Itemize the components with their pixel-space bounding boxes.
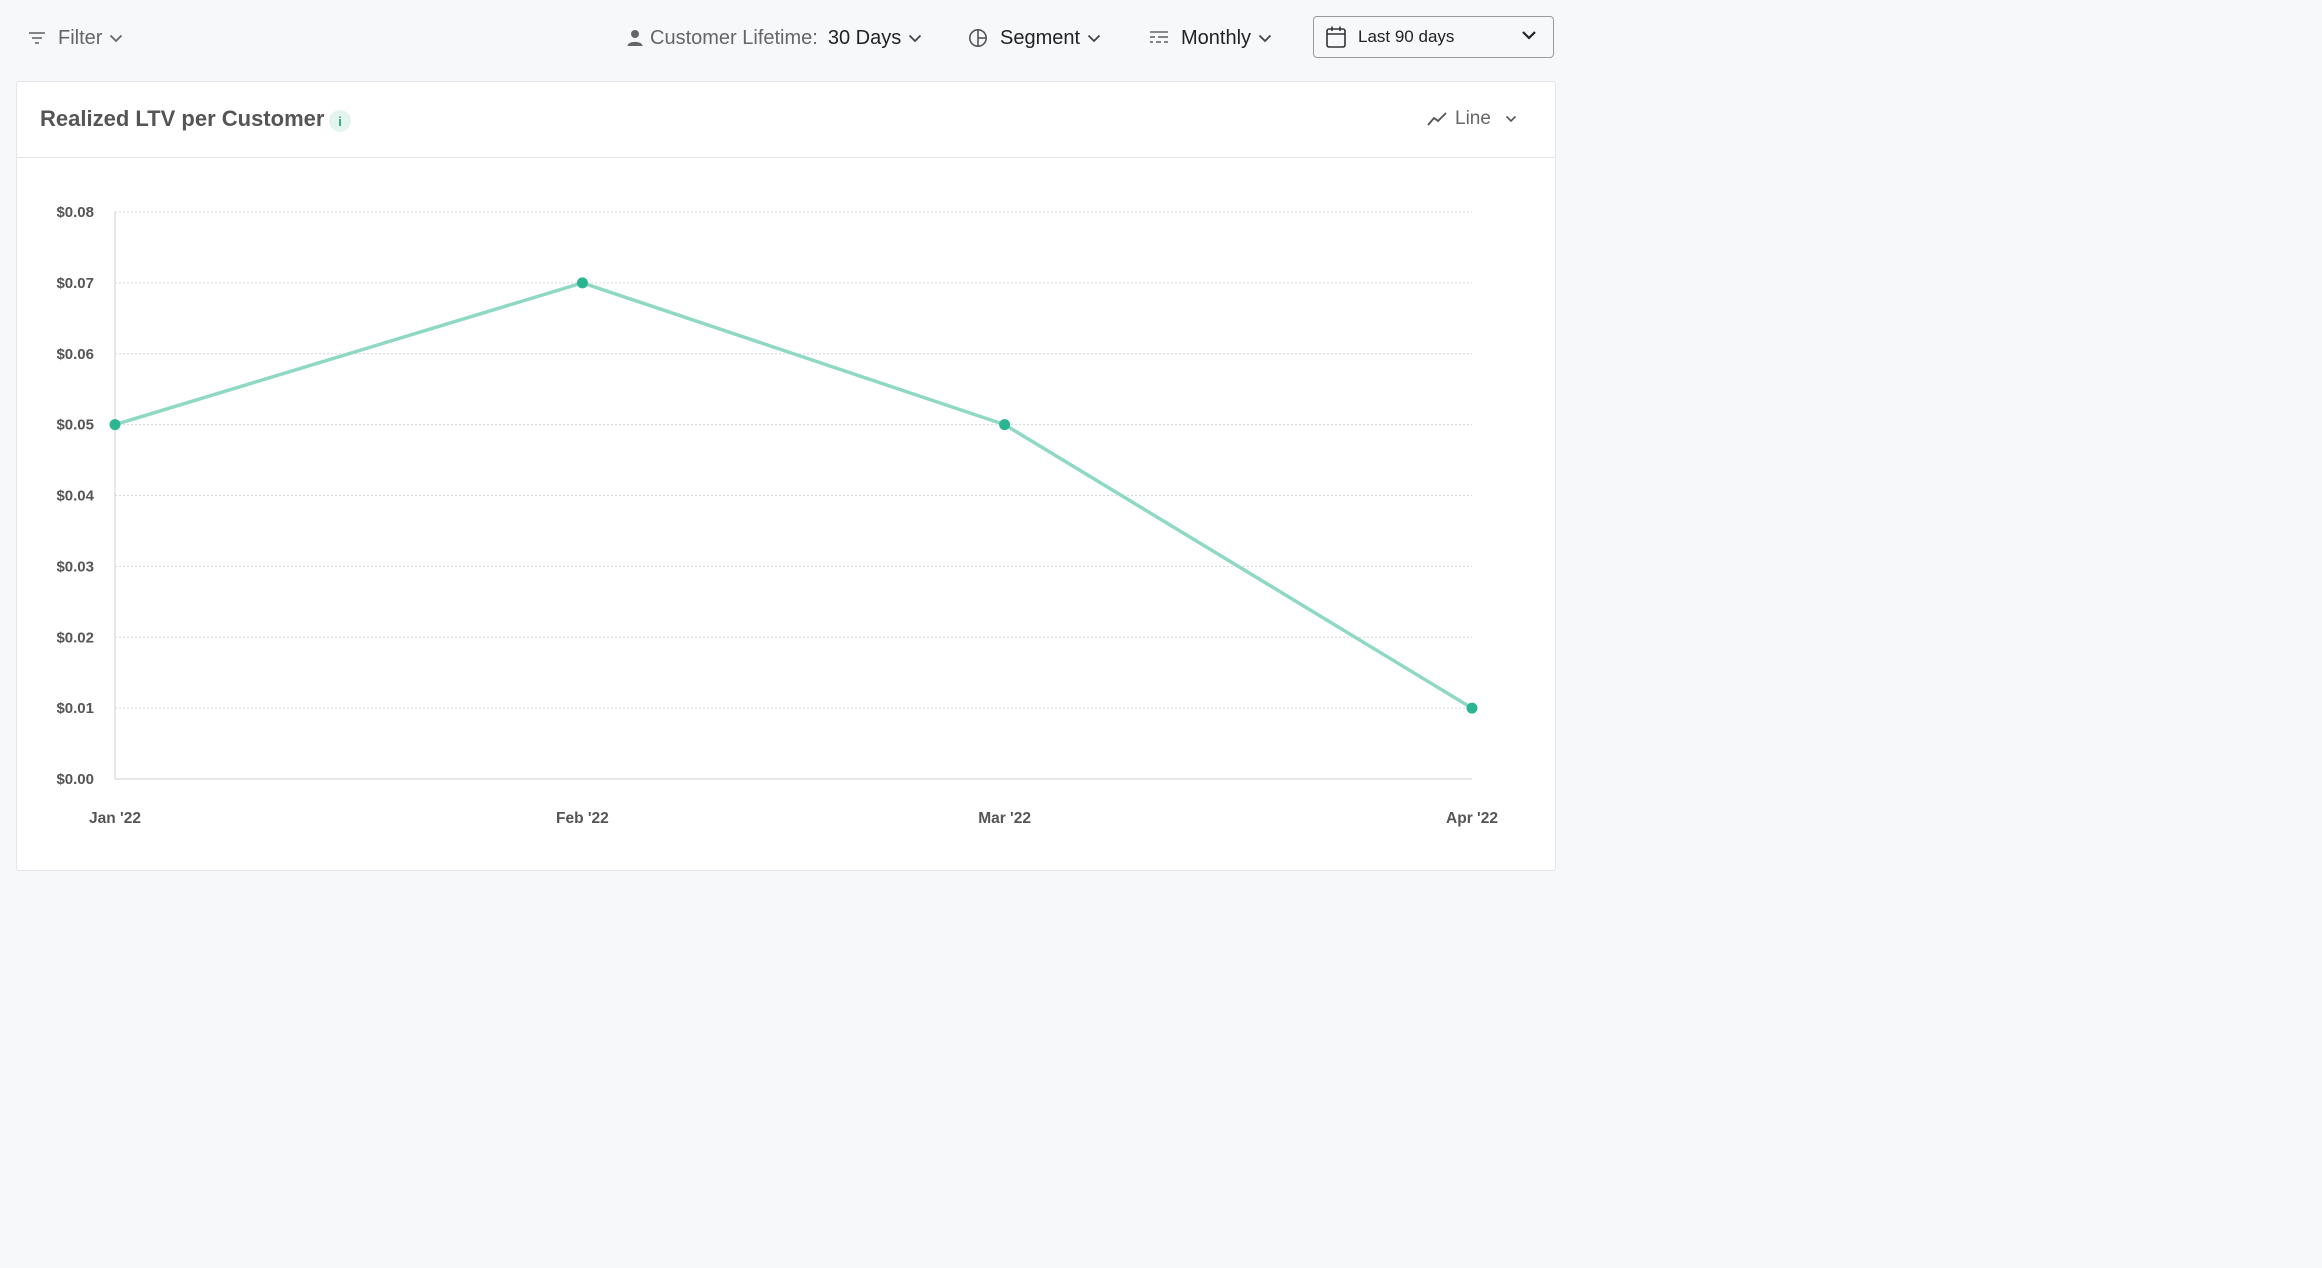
user-icon (627, 30, 643, 46)
y-tick-label: $0.06 (56, 346, 94, 363)
y-tick-label: $0.05 (56, 417, 94, 434)
filter-icon (29, 32, 45, 44)
x-tick-label: Feb '22 (556, 810, 609, 827)
interval-dropdown[interactable]: Monthly (1149, 24, 1272, 52)
chart-card: Realized LTV per Customer i Line $0.00 $0… (16, 81, 1556, 871)
segment-icon (969, 29, 987, 47)
chevron-down-icon (1258, 34, 1272, 42)
customer-lifetime-label: Customer Lifetime: (650, 26, 818, 49)
chevron-down-icon (909, 34, 922, 42)
toolbar: Filter Customer Lifetime: 30 Days Segmen… (0, 0, 1568, 76)
calendar-icon (1326, 26, 1346, 48)
interval-label: Monthly (1181, 26, 1252, 49)
chevron-down-icon (1087, 34, 1101, 42)
data-point (576, 277, 588, 289)
date-range-label: Last 90 days (1358, 27, 1455, 46)
data-point (1466, 702, 1478, 714)
chart-type-dropdown[interactable]: Line (1427, 108, 1517, 130)
y-tick-label: $0.07 (56, 275, 94, 292)
y-tick-label: $0.03 (56, 558, 94, 575)
segment-dropdown[interactable]: Segment (968, 24, 1101, 52)
x-tick-label: Apr '22 (1446, 810, 1498, 827)
line-chart: $0.00 $0.01 $0.02 $0.03 $0.04 $0.05 $0.06 $0.07… (56, 204, 1498, 827)
filter-button[interactable]: Filter (28, 24, 123, 52)
y-tick-label: $0.01 (56, 700, 94, 717)
data-point (999, 419, 1011, 431)
line-chart-icon (1427, 112, 1447, 126)
chart-card-header: Realized LTV per Customer i Line (17, 82, 1555, 158)
info-icon[interactable]: i (329, 110, 351, 132)
chevron-down-icon (1505, 115, 1516, 123)
x-tick-label: Mar '22 (978, 810, 1031, 827)
filter-label: Filter (58, 26, 103, 49)
y-tick-label: $0.00 (56, 771, 94, 788)
customer-lifetime-value: 30 Days (827, 26, 902, 49)
x-tick-label: Jan '22 (89, 810, 141, 827)
chevron-down-icon (110, 34, 123, 42)
interval-icon (1150, 31, 1168, 43)
y-tick-label: $0.02 (56, 629, 94, 646)
y-tick-label: $0.04 (56, 488, 94, 505)
chart-type-label: Line (1455, 108, 1491, 129)
date-range-picker[interactable]: Last 90 days (1313, 16, 1554, 58)
data-point (109, 419, 121, 431)
chart-title: Realized LTV per Customer (40, 106, 325, 131)
series-line (113, 281, 1474, 710)
customer-lifetime-dropdown[interactable]: Customer Lifetime: 30 Days (627, 24, 922, 52)
segment-label: Segment (1000, 26, 1081, 49)
y-tick-label: $0.08 (56, 204, 94, 221)
chevron-down-icon (1522, 31, 1536, 40)
